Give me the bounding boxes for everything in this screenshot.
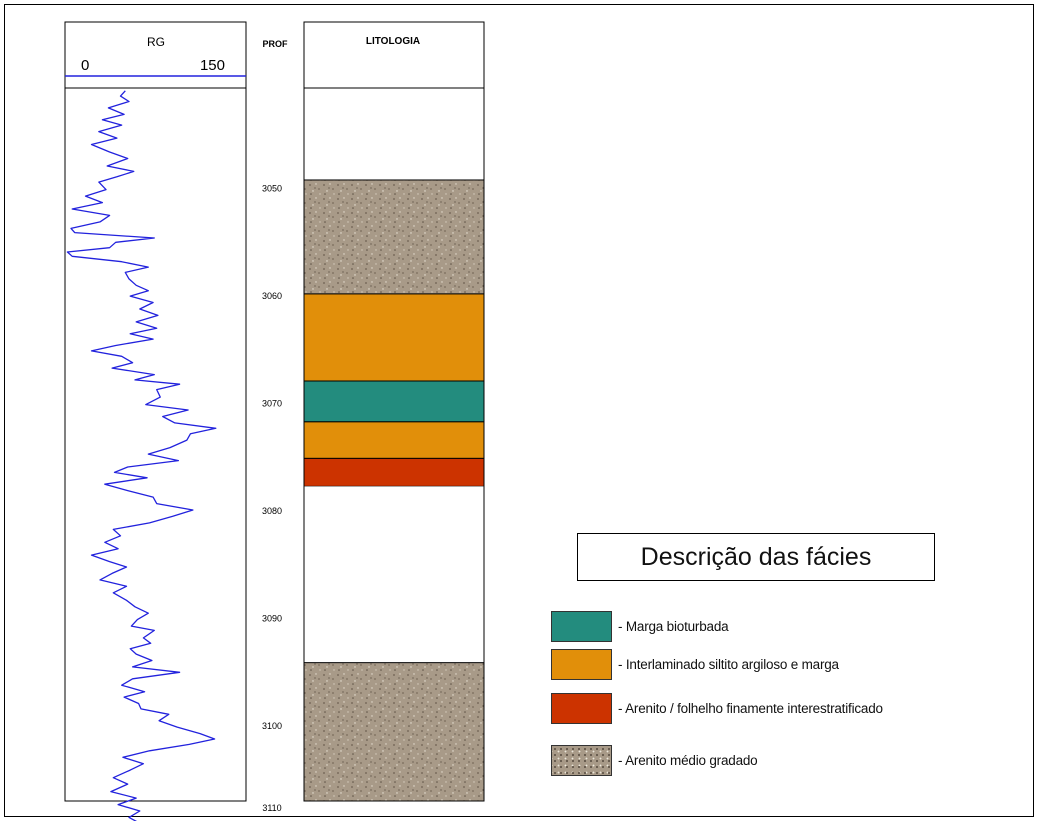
lithology-interval-interlaminado (303, 421, 485, 459)
legend-swatch-interlaminado (551, 648, 612, 680)
lithology-interval-marga-bioturbada (303, 380, 485, 423)
legend-item-marga-bioturbada: - Marga bioturbada (551, 610, 729, 642)
figure-frame (4, 4, 1034, 817)
depth-tick-label: 3110 (262, 803, 281, 813)
gr-scale-max: 150 (200, 57, 225, 74)
depth-tick-label: 3080 (262, 506, 282, 516)
legend-item-arenito-medio-gradado: - Arenito médio gradado (551, 744, 758, 776)
gr-track-title: RG (147, 35, 165, 49)
legend-label-marga-bioturbada: - Marga bioturbada (618, 618, 729, 634)
lithology-interval-blank (304, 486, 484, 663)
gr-track-frame (64, 21, 247, 802)
lithology-header (303, 21, 485, 89)
legend-label-interlaminado: - Interlaminado siltito argiloso e marga (618, 656, 839, 672)
depth-tick-label: 3090 (262, 614, 282, 624)
depth-track-title: PROF (262, 39, 288, 49)
gr-scale-min: 0 (81, 57, 89, 74)
legend-item-interlaminado: - Interlaminado siltito argiloso e marga (551, 648, 839, 680)
legend-label-arenito-folhelho: - Arenito / folhelho finamente interestr… (618, 700, 883, 716)
legend-swatch-arenito-medio-gradado (551, 744, 612, 776)
lithology-track-title: LITOLOGIA (366, 36, 420, 47)
lithology-interval-interlaminado (303, 293, 485, 382)
depth-tick-label: 3100 (262, 721, 282, 731)
lithology-interval-blank (304, 90, 484, 180)
depth-tick-label: 3060 (262, 291, 282, 301)
lithology-column (303, 90, 485, 802)
gr-curve (66, 90, 217, 821)
depth-tick-label: 3050 (262, 184, 282, 194)
legend-label-arenito-medio-gradado: - Arenito médio gradado (618, 752, 758, 768)
legend-swatch-arenito-folhelho (551, 692, 612, 724)
legend-title: Descrição das fácies (577, 533, 935, 581)
depth-tick-label: 3070 (262, 399, 282, 409)
legend-swatch-marga-bioturbada (551, 610, 612, 642)
lithology-interval-arenito-medio-gradado (303, 179, 485, 295)
lithology-interval-arenito-medio-gradado (303, 662, 485, 802)
legend-item-arenito-folhelho: - Arenito / folhelho finamente interestr… (551, 692, 883, 724)
lithology-interval-arenito-folhelho (303, 457, 485, 487)
gr-curve-layer (66, 90, 217, 821)
